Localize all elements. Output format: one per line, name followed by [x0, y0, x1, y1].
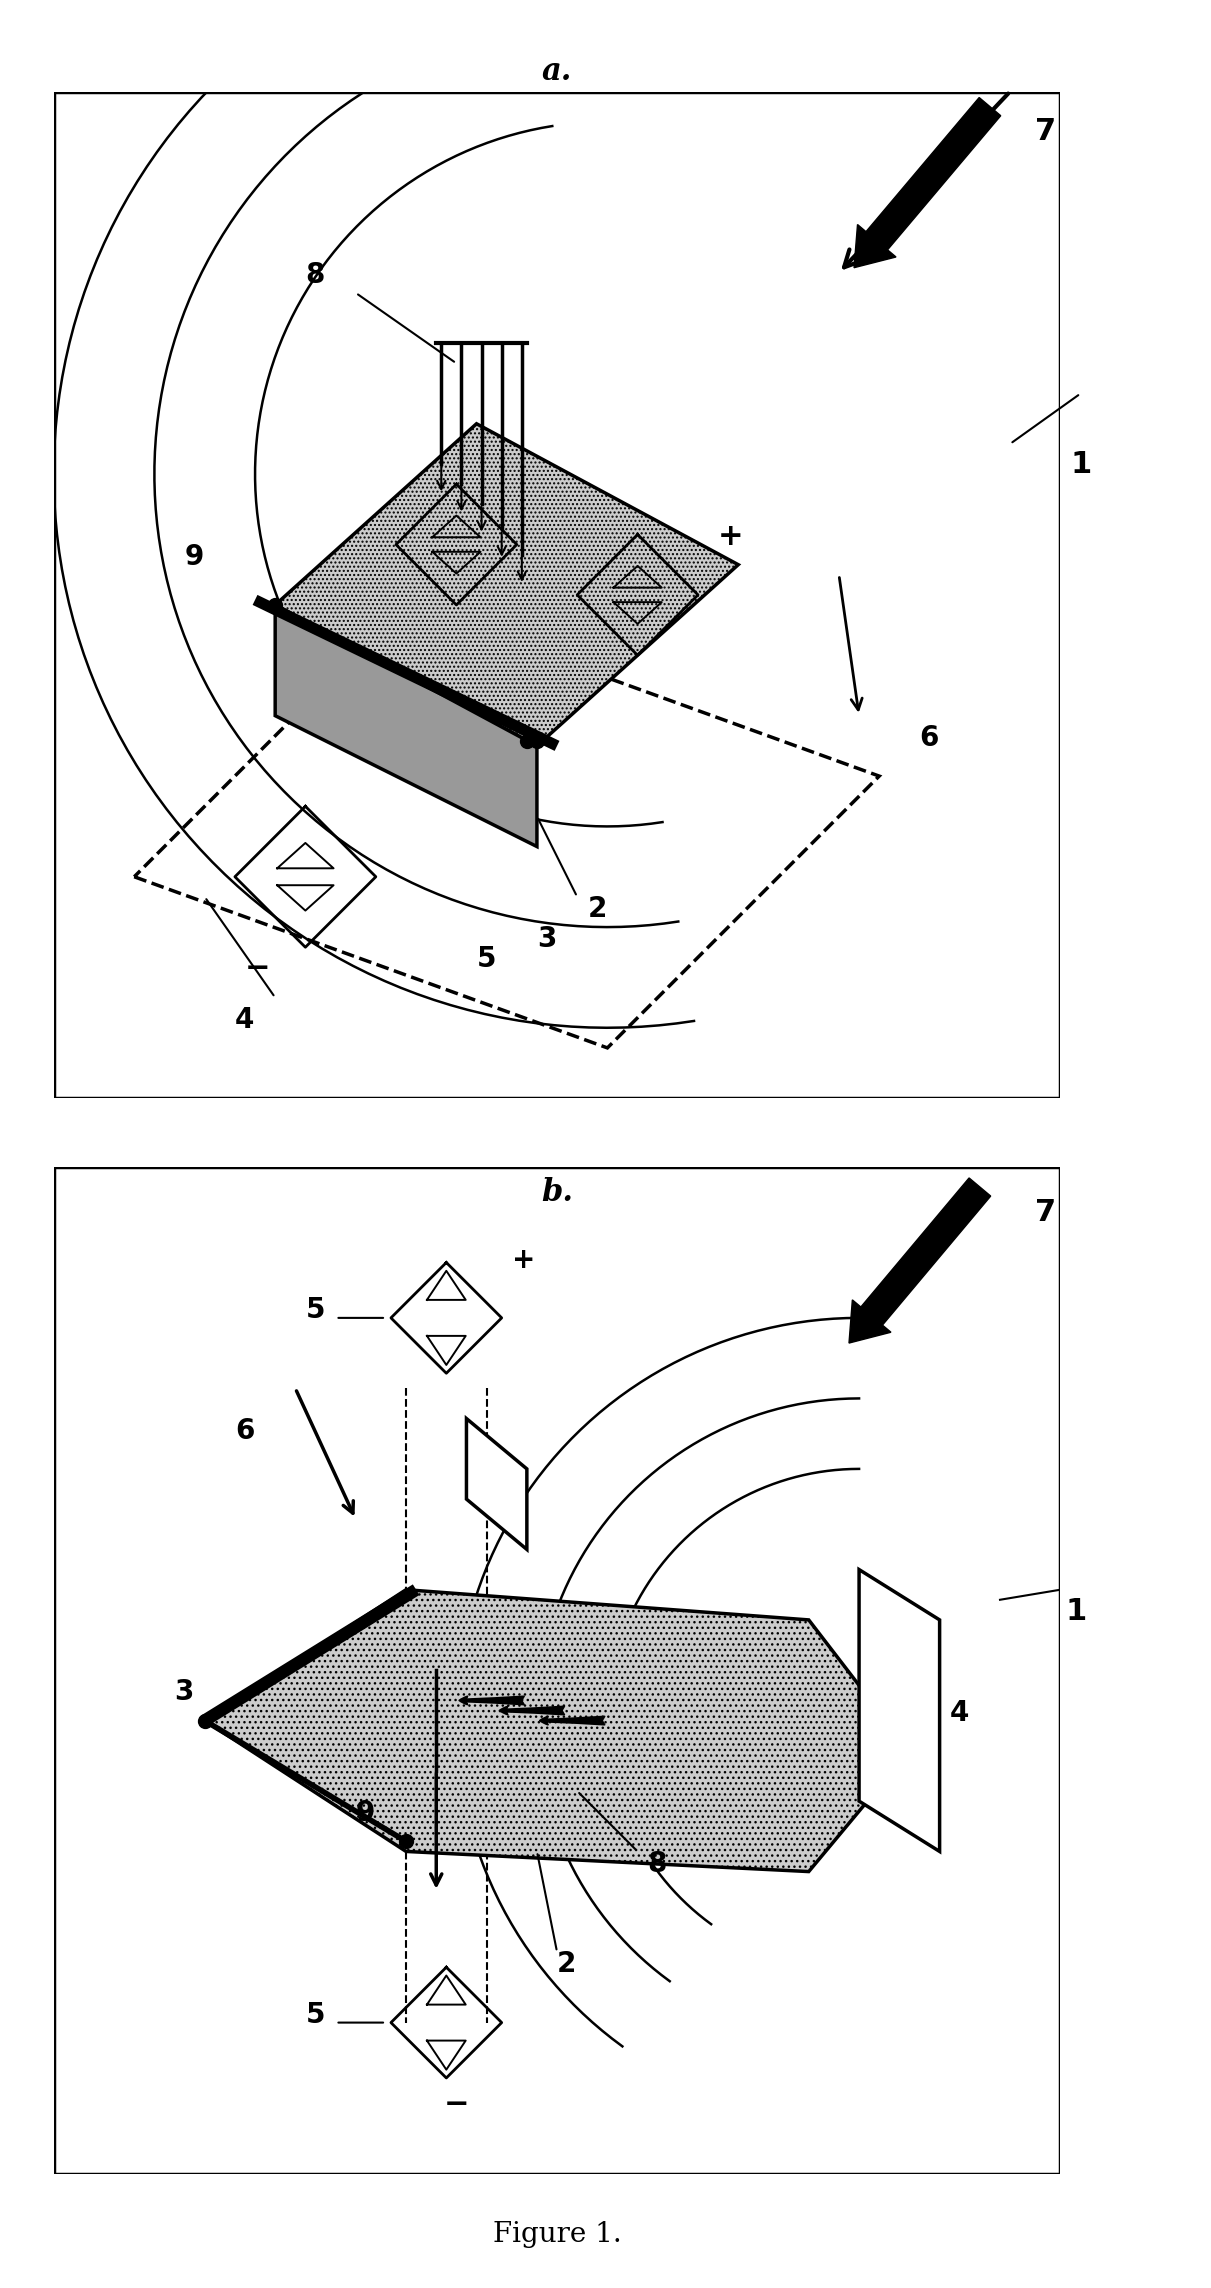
Polygon shape	[275, 423, 739, 746]
Text: +: +	[512, 1245, 535, 1274]
Polygon shape	[466, 1419, 527, 1549]
Text: 3: 3	[174, 1679, 194, 1707]
Text: 1: 1	[1066, 1597, 1086, 1627]
Polygon shape	[859, 1570, 940, 1851]
Text: Figure 1.: Figure 1.	[493, 2222, 621, 2249]
Text: 7: 7	[1035, 1197, 1056, 1226]
Text: 9: 9	[356, 1798, 375, 1828]
Polygon shape	[134, 604, 879, 1048]
Text: b.: b.	[541, 1178, 573, 1208]
Text: 5: 5	[305, 1295, 325, 1325]
Text: 7: 7	[1035, 117, 1056, 146]
Polygon shape	[205, 1590, 909, 1872]
Text: 8: 8	[305, 261, 325, 288]
Text: 6: 6	[919, 723, 939, 753]
Text: 1: 1	[1071, 448, 1092, 478]
FancyArrow shape	[849, 1178, 991, 1343]
Text: 6: 6	[235, 1416, 254, 1444]
Text: −: −	[443, 2091, 469, 2119]
Text: +: +	[718, 522, 744, 551]
Text: 5: 5	[476, 945, 497, 972]
Polygon shape	[275, 604, 536, 847]
Text: 4: 4	[949, 1698, 969, 1727]
Text: 3: 3	[536, 924, 556, 954]
Text: 9: 9	[184, 542, 203, 570]
Text: a.: a.	[541, 57, 573, 87]
Text: 4: 4	[235, 1007, 254, 1034]
Text: 5: 5	[305, 2000, 325, 2029]
Text: 2: 2	[557, 1949, 576, 1979]
Text: 2: 2	[587, 895, 607, 922]
Text: 8: 8	[648, 1849, 667, 1878]
FancyArrow shape	[854, 98, 1000, 268]
Text: −: −	[245, 954, 270, 984]
